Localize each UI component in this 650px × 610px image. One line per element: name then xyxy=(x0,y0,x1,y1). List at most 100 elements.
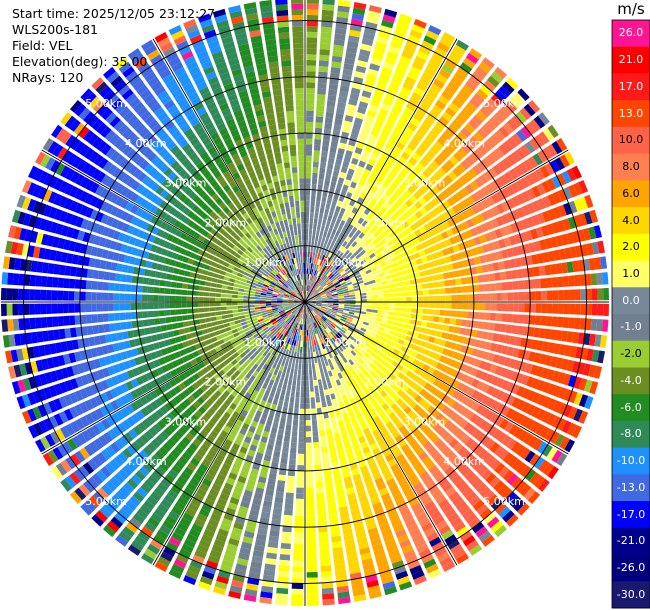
velocity-gate xyxy=(62,303,69,314)
velocity-gate xyxy=(377,290,384,294)
velocity-gate xyxy=(222,318,229,324)
velocity-gate xyxy=(433,316,440,323)
velocity-gate xyxy=(428,129,439,140)
velocity-gate xyxy=(309,212,314,218)
velocity-gate xyxy=(408,171,418,180)
velocity-gate xyxy=(460,187,470,197)
velocity-gate xyxy=(551,449,563,463)
velocity-gate xyxy=(218,324,225,330)
velocity-gate xyxy=(454,415,464,426)
velocity-gate xyxy=(318,178,324,186)
velocity-gate xyxy=(428,210,437,219)
velocity-gate xyxy=(433,288,440,295)
velocity-gate xyxy=(339,260,345,266)
velocity-gate xyxy=(358,268,365,274)
velocity-gate xyxy=(497,108,509,120)
velocity-gate xyxy=(296,380,301,387)
velocity-gate xyxy=(296,482,304,488)
velocity-gate xyxy=(407,34,421,45)
velocity-gate xyxy=(335,22,348,30)
velocity-gate xyxy=(181,308,188,315)
velocity-gate xyxy=(438,316,445,324)
velocity-gate xyxy=(331,310,338,314)
velocity-gate xyxy=(396,453,406,463)
velocity-gate xyxy=(415,107,427,118)
velocity-gate xyxy=(413,252,421,259)
velocity-gate xyxy=(522,268,529,278)
velocity-gate xyxy=(360,43,372,52)
velocity-gate xyxy=(465,101,478,113)
velocity-gate xyxy=(410,477,421,487)
velocity-gate xyxy=(305,386,310,393)
velocity-gate xyxy=(547,124,559,138)
velocity-gate xyxy=(347,313,354,318)
velocity-gate xyxy=(416,284,423,290)
velocity-gate xyxy=(375,355,383,362)
velocity-gate xyxy=(52,277,59,288)
velocity-gate xyxy=(507,303,514,312)
velocity-gate xyxy=(160,324,168,332)
velocity-gate xyxy=(149,326,157,334)
velocity-gate xyxy=(542,462,555,476)
velocity-gate xyxy=(321,446,328,454)
velocity-gate xyxy=(279,554,291,561)
velocity-gate xyxy=(414,394,423,403)
velocity-gate xyxy=(464,156,475,167)
velocity-gate xyxy=(444,59,457,70)
velocity-gate xyxy=(328,83,338,91)
velocity-gate xyxy=(376,113,387,122)
velocity-gate xyxy=(404,318,411,324)
velocity-gate xyxy=(317,278,322,284)
velocity-gate xyxy=(509,495,522,508)
velocity-gate xyxy=(406,217,414,226)
velocity-gate xyxy=(388,425,397,434)
velocity-gate xyxy=(475,526,488,538)
velocity-gate xyxy=(380,206,388,214)
velocity-gate xyxy=(417,187,426,196)
velocity-gate xyxy=(461,210,470,220)
velocity-gate xyxy=(410,137,420,147)
velocity-gate xyxy=(327,157,335,165)
velocity-gate xyxy=(594,257,602,270)
velocity-gate xyxy=(356,209,363,217)
velocity-gate xyxy=(276,485,285,493)
velocity-gate xyxy=(506,118,519,131)
velocity-gate xyxy=(478,530,492,543)
velocity-gate xyxy=(349,199,356,207)
velocity-gate xyxy=(531,339,539,350)
velocity-gate xyxy=(306,110,314,117)
velocity-gate xyxy=(566,331,574,343)
velocity-gate xyxy=(370,57,382,66)
velocity-gate xyxy=(483,170,494,182)
velocity-gate xyxy=(513,92,526,105)
velocity-gate xyxy=(433,78,445,89)
velocity-gate xyxy=(170,316,177,323)
velocity-gate xyxy=(387,156,397,165)
velocity-gate xyxy=(438,95,450,106)
velocity-gate xyxy=(547,466,559,480)
velocity-gate xyxy=(40,289,47,301)
velocity-gate xyxy=(319,325,324,332)
velocity-gate xyxy=(481,451,493,463)
velocity-gate xyxy=(521,374,530,386)
velocity-gate xyxy=(433,337,441,345)
velocity-gate xyxy=(305,172,311,179)
velocity-gate xyxy=(126,321,133,330)
velocity-gate xyxy=(459,62,473,74)
velocity-gate xyxy=(546,290,553,301)
velocity-gate xyxy=(238,312,245,316)
velocity-gate xyxy=(249,307,255,311)
velocity-gate xyxy=(324,480,333,487)
velocity-gate xyxy=(417,264,425,271)
velocity-gate xyxy=(413,462,424,472)
velocity-gate xyxy=(569,303,576,315)
velocity-gate xyxy=(365,373,373,381)
velocity-gate xyxy=(573,214,582,228)
velocity-gate xyxy=(325,485,334,493)
velocity-gate xyxy=(338,307,344,310)
velocity-gate xyxy=(436,193,446,202)
velocity-gate xyxy=(478,234,487,244)
velocity-gate xyxy=(513,303,519,312)
velocity-gate xyxy=(97,281,104,291)
velocity-gate xyxy=(306,515,316,522)
